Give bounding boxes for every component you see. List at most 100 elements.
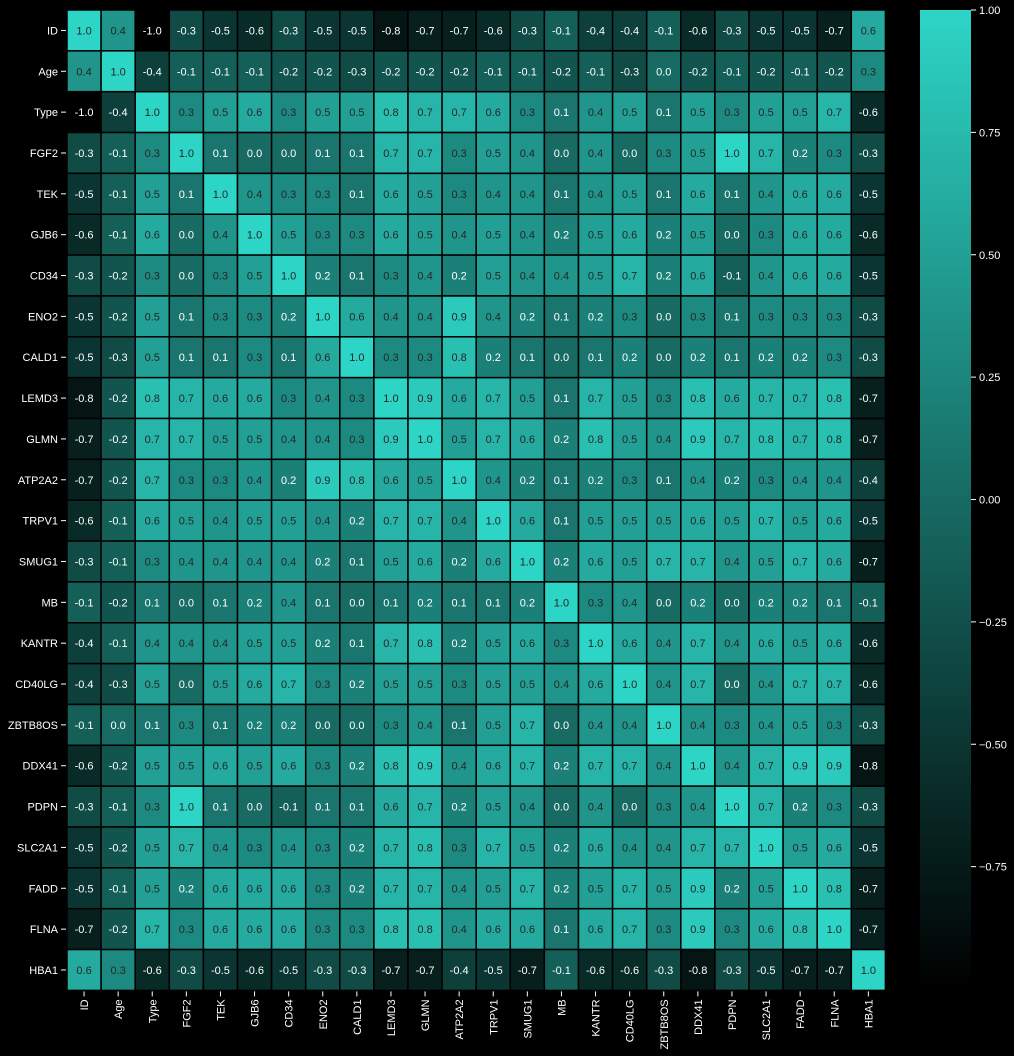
heatmap-cell-fadd-slc2a1 — [748, 867, 784, 910]
cell-value-label: 0.6 — [622, 230, 637, 242]
cell-value-label: 0.1 — [349, 148, 364, 160]
cell-value-label: 0.1 — [452, 720, 467, 732]
heatmap-cell-fadd-smug1 — [509, 867, 546, 910]
cell-value-label: 0.3 — [145, 271, 160, 283]
heatmap-cell-lemd3-age — [100, 376, 136, 420]
cell-value-label: 0.5 — [690, 107, 705, 119]
cell-value-label: 1.0 — [724, 802, 739, 814]
cell-value-label: -0.7 — [859, 556, 878, 568]
heatmap-cell-id-zbtb8os — [645, 9, 682, 52]
cell-value-label: 0.7 — [383, 883, 398, 895]
cell-value-label: 0.7 — [690, 638, 705, 650]
cell-value-label: 0.4 — [520, 271, 535, 283]
heatmap-cell-cald1-cd34 — [270, 336, 307, 379]
cell-value-label: -0.3 — [313, 965, 332, 977]
cell-value-label: -0.4 — [75, 638, 94, 650]
cell-value-label: 0.4 — [145, 638, 160, 650]
cell-value-label: 0.5 — [486, 230, 501, 242]
heatmap-cell-cd34-cald1 — [339, 254, 375, 297]
cell-value-label: -0.3 — [722, 25, 741, 37]
heatmap-cell-glmn-lemd3 — [373, 417, 409, 461]
cell-value-label: 0.3 — [145, 148, 160, 160]
cell-value-label: 0.0 — [724, 597, 739, 609]
cell-value-label: 0.7 — [417, 802, 432, 814]
heatmap-cell-ddx41-trpv1 — [475, 744, 512, 787]
cell-value-label: 0.1 — [213, 720, 228, 732]
cell-value-label: 1.0 — [213, 189, 228, 201]
heatmap-cell-glmn-hba1 — [850, 417, 887, 461]
cell-value-label: 0.4 — [793, 475, 808, 487]
cell-value-label: 1.0 — [76, 25, 91, 37]
heatmap-cell-lemd3-lemd3 — [373, 376, 409, 420]
cell-value-label: 0.5 — [383, 679, 398, 691]
cell-value-label: -0.2 — [757, 66, 776, 78]
cell-value-label: 0.0 — [247, 148, 262, 160]
cell-value-label: -0.8 — [75, 393, 94, 405]
heatmap-cell-flna-slc2a1 — [748, 907, 784, 951]
cell-value-label: 0.1 — [656, 475, 671, 487]
row-label-fadd: FADD — [29, 883, 58, 895]
cell-value-label: -0.3 — [859, 720, 878, 732]
cell-value-label: 0.3 — [656, 924, 671, 936]
cell-value-label: 0.4 — [588, 189, 603, 201]
heatmap-cell-pdpn-trpv1 — [475, 785, 512, 828]
heatmap-cell-type-gjb6 — [236, 90, 273, 134]
cell-value-label: -0.5 — [75, 842, 94, 854]
cell-value-label: -0.7 — [450, 25, 469, 37]
cell-value-label: 0.8 — [690, 393, 705, 405]
heatmap-cell-slc2a1-ddx41 — [680, 826, 716, 869]
column-label-flna: FLNA — [829, 999, 841, 1028]
heatmap-cell-pdpn-id — [66, 785, 102, 828]
cell-value-label: 0.4 — [758, 679, 773, 691]
cell-value-label: 0.5 — [145, 311, 160, 323]
cell-value-label: 1.0 — [417, 434, 432, 446]
cell-value-label: 0.6 — [827, 230, 842, 242]
cell-value-label: 0.6 — [690, 189, 705, 201]
heatmap-cell-zbtb8os-hba1 — [850, 703, 887, 747]
cell-value-label: 0.7 — [758, 148, 773, 160]
heatmap-cell-kantr-pdpn — [714, 622, 750, 665]
heatmap-cell-cd34-kantr — [577, 254, 614, 297]
heatmap-cell-pdpn-pdpn — [714, 785, 750, 828]
cell-value-label: 0.0 — [349, 720, 364, 732]
cell-value-label: 0.1 — [656, 189, 671, 201]
heatmap-cell-hba1-fadd — [782, 948, 818, 992]
cell-value-label: 0.0 — [247, 802, 262, 814]
cell-value-label: 0.4 — [76, 66, 91, 78]
heatmap-cell-smug1-mb — [543, 540, 580, 583]
cell-value-label: 0.4 — [315, 516, 330, 528]
cell-value-label: 0.3 — [213, 311, 228, 323]
cell-value-label: 0.2 — [690, 352, 705, 364]
cell-value-label: 0.2 — [793, 802, 808, 814]
cell-value-label: 0.6 — [827, 842, 842, 854]
heatmap-cell-trpv1-lemd3 — [373, 499, 409, 542]
cell-value-label: 0.8 — [827, 393, 842, 405]
heatmap-cell-eno2-hba1 — [850, 295, 887, 338]
cell-value-label: 0.7 — [486, 393, 501, 405]
cell-value-label: 1.0 — [111, 66, 126, 78]
heatmap-cell-age-age — [100, 50, 136, 93]
heatmap-cell-cd40lg-trpv1 — [475, 662, 512, 706]
cell-value-label: -0.5 — [279, 965, 298, 977]
cell-value-label: 0.3 — [315, 230, 330, 242]
cell-value-label: -0.2 — [450, 66, 469, 78]
cell-value-label: 0.2 — [588, 311, 603, 323]
heatmap-cell-flna-hba1 — [850, 907, 887, 951]
cell-value-label: 0.7 — [281, 679, 296, 691]
cell-value-label: 0.2 — [554, 230, 569, 242]
cell-value-label: 0.2 — [520, 311, 535, 323]
heatmap-cell-trpv1-pdpn — [714, 499, 750, 542]
row-tick-labels: ID Age Type FGF2 TEK GJB6 CD34 ENO2 CALD1 LEMD3 GL… — [8, 25, 66, 977]
cell-value-label: 0.3 — [179, 475, 194, 487]
heatmap-cell-smug1-fgf2 — [168, 540, 205, 583]
cell-value-label: 0.5 — [145, 189, 160, 201]
heatmap-cell-kantr-fadd — [782, 622, 818, 665]
cell-value-label: 0.4 — [588, 802, 603, 814]
cell-value-label: 0.8 — [383, 761, 398, 773]
cell-value-label: 0.1 — [349, 271, 364, 283]
heatmap-cell-slc2a1-fadd — [782, 826, 818, 869]
cell-value-label: 1.0 — [724, 148, 739, 160]
cell-value-label: -0.2 — [109, 597, 128, 609]
cell-value-label: 1.0 — [861, 965, 876, 977]
